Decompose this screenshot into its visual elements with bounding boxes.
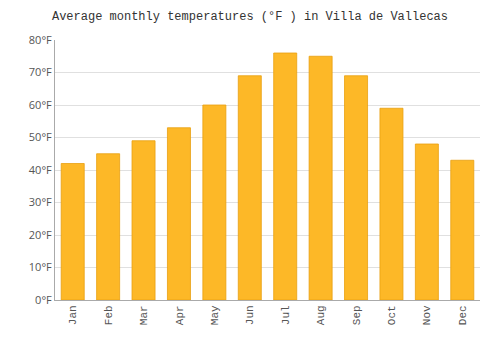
svg-text:Jul: Jul: [280, 305, 292, 325]
svg-text:50°F: 50°F: [29, 129, 52, 144]
svg-text:30°F: 30°F: [29, 194, 52, 209]
svg-text:Oct: Oct: [386, 305, 398, 325]
svg-text:Aug: Aug: [315, 305, 327, 325]
svg-text:May: May: [209, 305, 221, 325]
svg-text:0°F: 0°F: [35, 292, 52, 307]
svg-text:Mar: Mar: [138, 305, 150, 325]
svg-text:Jun: Jun: [244, 305, 256, 325]
svg-text:Feb: Feb: [103, 305, 115, 325]
svg-text:Apr: Apr: [174, 305, 186, 325]
svg-text:10°F: 10°F: [29, 259, 52, 274]
svg-text:70°F: 70°F: [29, 64, 52, 79]
svg-text:80°F: 80°F: [29, 32, 52, 47]
svg-text:Nov: Nov: [421, 305, 433, 325]
svg-text:40°F: 40°F: [29, 162, 52, 177]
svg-text:Sep: Sep: [351, 305, 363, 325]
svg-text:Jan: Jan: [67, 305, 79, 325]
svg-text:20°F: 20°F: [29, 227, 52, 242]
svg-text:60°F: 60°F: [29, 97, 52, 112]
svg-text:Average monthly temperatures (: Average monthly temperatures (°F ) in Vi…: [52, 10, 448, 24]
svg-text:Dec: Dec: [457, 305, 469, 325]
